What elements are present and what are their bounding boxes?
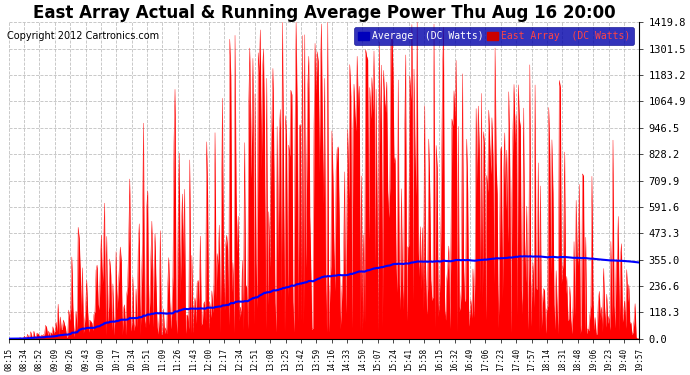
Text: Copyright 2012 Cartronics.com: Copyright 2012 Cartronics.com xyxy=(7,32,159,41)
Title: East Array Actual & Running Average Power Thu Aug 16 20:00: East Array Actual & Running Average Powe… xyxy=(32,4,615,22)
Legend: Average  (DC Watts), East Array  (DC Watts): Average (DC Watts), East Array (DC Watts… xyxy=(354,27,634,45)
